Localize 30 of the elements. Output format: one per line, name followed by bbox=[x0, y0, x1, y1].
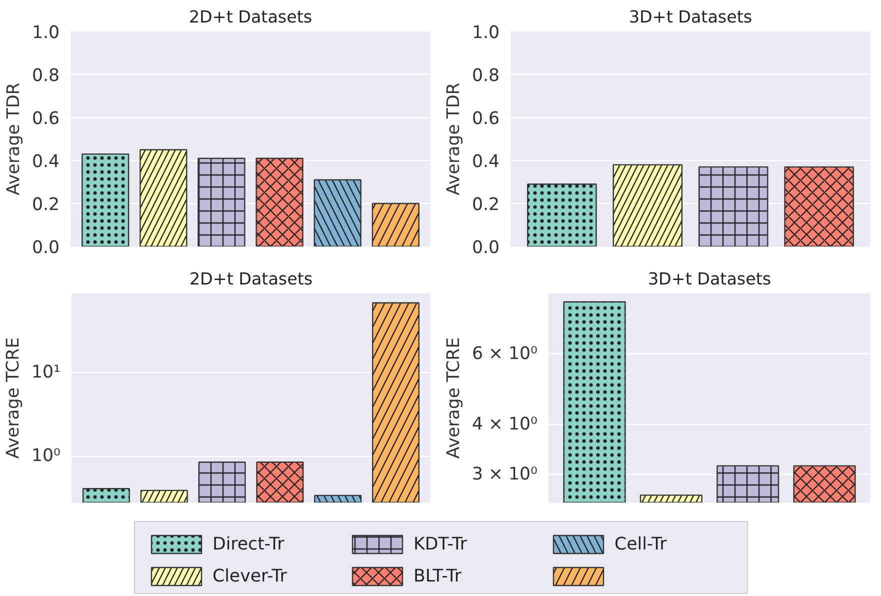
chart-title: 2D+t Datasets bbox=[189, 270, 313, 288]
legend-label: Direct-Tr bbox=[212, 534, 286, 554]
legend-label: KDT-Tr bbox=[414, 534, 468, 554]
chart-title: 3D+t Datasets bbox=[628, 8, 752, 26]
y-tick-label: 0.8 bbox=[32, 66, 60, 86]
legend-label: Cell-Tr bbox=[614, 534, 668, 554]
y-tick-label: 0.8 bbox=[472, 66, 500, 86]
y-tick-label: 3 × 10⁰ bbox=[472, 464, 538, 484]
y-axis-title: Average TDR bbox=[444, 82, 464, 196]
y-axis-title: Average TCRE bbox=[444, 337, 464, 459]
y-axis-title: Average TDR bbox=[4, 82, 24, 196]
y-tick-label: 0.6 bbox=[32, 109, 60, 129]
chart-title: 3D+t Datasets bbox=[648, 270, 772, 288]
y-tick-label: 1.0 bbox=[32, 23, 60, 43]
y-tick-label: 0.0 bbox=[32, 238, 60, 258]
y-tick-label: 0.2 bbox=[472, 195, 500, 215]
y-tick-label: 1.0 bbox=[472, 23, 500, 43]
legend-label: Clever-Tr bbox=[212, 566, 288, 586]
y-tick-label: 10¹ bbox=[32, 362, 61, 383]
y-axis-title: Average TCRE bbox=[4, 337, 24, 459]
y-tick-label: 0.4 bbox=[472, 152, 500, 172]
y-tick-label: 4 × 10⁰ bbox=[472, 414, 538, 434]
y-tick-label: 0.2 bbox=[32, 195, 60, 215]
y-tick-label: 6 × 10⁰ bbox=[472, 344, 538, 364]
y-tick-label: 10⁰ bbox=[32, 446, 61, 466]
chart-title: 2D+t Datasets bbox=[188, 8, 312, 26]
y-tick-label: 0.4 bbox=[32, 152, 60, 172]
legend-label: BLT-Tr bbox=[414, 566, 462, 586]
y-tick-label: 0.0 bbox=[472, 238, 500, 258]
y-tick-label: 0.6 bbox=[472, 109, 500, 129]
